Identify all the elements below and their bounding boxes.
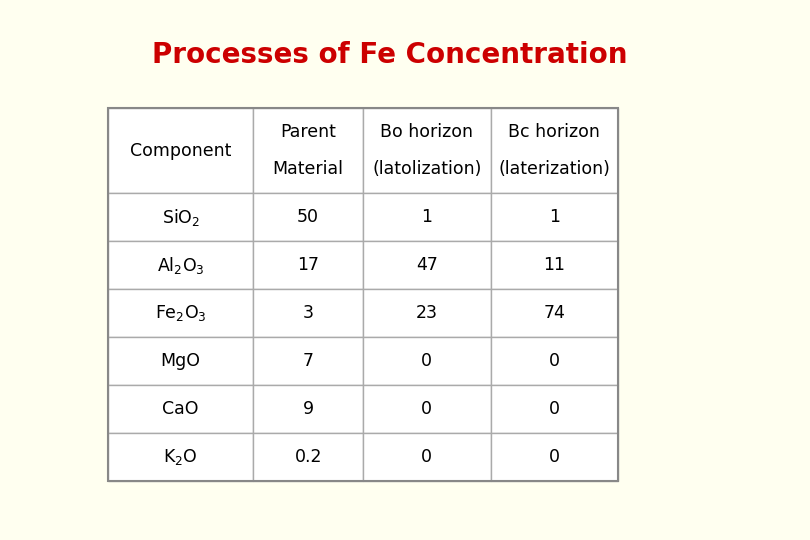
Text: Fe$_2$O$_3$: Fe$_2$O$_3$ — [155, 303, 207, 323]
Text: (laterization): (laterization) — [498, 160, 610, 178]
Text: 0: 0 — [421, 448, 433, 466]
Text: Bc horizon: Bc horizon — [509, 123, 600, 141]
Bar — [108, 433, 254, 481]
Bar — [108, 385, 254, 433]
Text: 74: 74 — [544, 304, 565, 322]
Bar — [254, 289, 363, 337]
Bar — [491, 433, 618, 481]
Text: Bo horizon: Bo horizon — [380, 123, 473, 141]
Text: (latolization): (latolization) — [372, 160, 481, 178]
Text: Component: Component — [130, 141, 232, 159]
Text: CaO: CaO — [162, 400, 199, 418]
Bar — [363, 193, 491, 241]
Text: 0: 0 — [548, 400, 560, 418]
Text: 50: 50 — [297, 208, 319, 226]
Bar — [491, 337, 618, 385]
Text: 0: 0 — [548, 352, 560, 370]
Text: 3: 3 — [303, 304, 313, 322]
Text: 47: 47 — [416, 256, 437, 274]
Text: 23: 23 — [416, 304, 437, 322]
Bar — [363, 108, 491, 193]
Text: 0: 0 — [421, 400, 433, 418]
Bar — [254, 385, 363, 433]
Bar — [254, 193, 363, 241]
Bar — [363, 433, 491, 481]
Bar — [108, 193, 254, 241]
Text: SiO$_2$: SiO$_2$ — [161, 206, 200, 227]
Text: 0: 0 — [421, 352, 433, 370]
Text: MgO: MgO — [160, 352, 201, 370]
Text: 1: 1 — [548, 208, 560, 226]
Bar — [363, 241, 491, 289]
Bar — [491, 241, 618, 289]
Bar — [491, 385, 618, 433]
Bar — [254, 433, 363, 481]
Bar — [491, 108, 618, 193]
Text: K$_2$O: K$_2$O — [164, 447, 198, 467]
Bar — [363, 289, 491, 337]
Bar — [254, 241, 363, 289]
Text: Processes of Fe Concentration: Processes of Fe Concentration — [152, 41, 628, 69]
Bar — [363, 337, 491, 385]
Text: 11: 11 — [544, 256, 565, 274]
Bar — [108, 289, 254, 337]
Text: 0: 0 — [548, 448, 560, 466]
Bar — [254, 108, 363, 193]
Text: Parent: Parent — [280, 123, 336, 141]
Bar — [108, 337, 254, 385]
Text: 7: 7 — [303, 352, 313, 370]
Bar — [108, 108, 254, 193]
Text: 0.2: 0.2 — [294, 448, 322, 466]
Text: 9: 9 — [303, 400, 313, 418]
Bar — [491, 289, 618, 337]
Text: 17: 17 — [297, 256, 319, 274]
Text: Material: Material — [273, 160, 343, 178]
Bar — [254, 337, 363, 385]
Bar — [108, 108, 618, 481]
Text: 1: 1 — [421, 208, 433, 226]
Bar — [363, 385, 491, 433]
Text: Al$_2$O$_3$: Al$_2$O$_3$ — [157, 254, 204, 275]
Bar — [108, 241, 254, 289]
Bar — [491, 193, 618, 241]
